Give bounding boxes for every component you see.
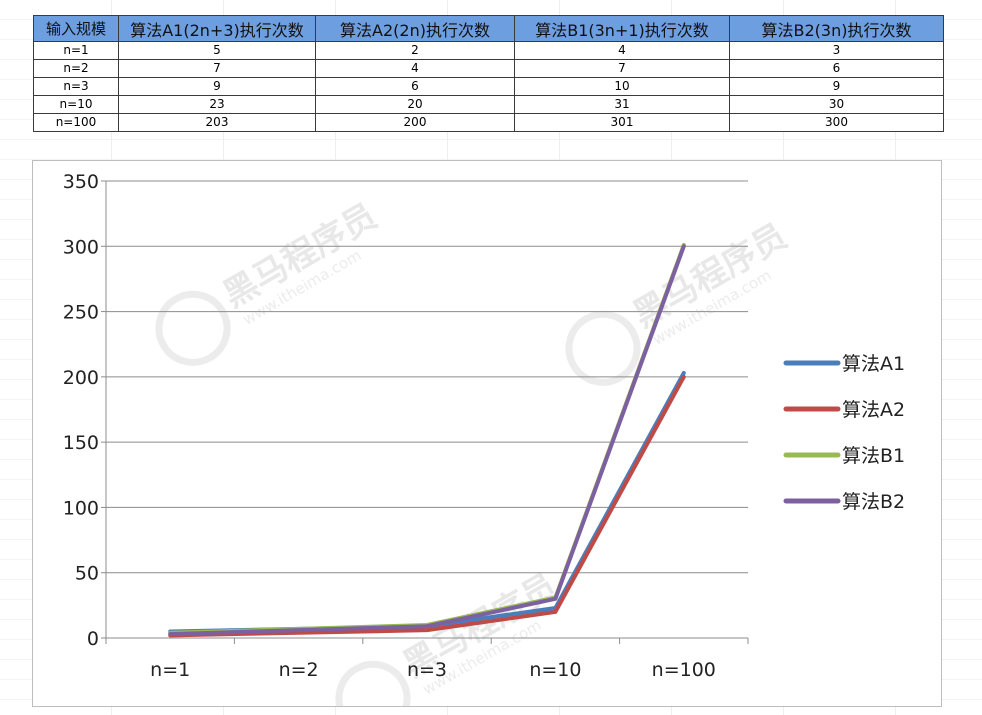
table-cell[interactable]: 9: [729, 77, 944, 96]
table-cell[interactable]: 4: [315, 59, 515, 78]
chart-grid: [106, 180, 748, 574]
table-cell[interactable]: 200: [315, 113, 515, 132]
x-tick-label: n=100: [652, 659, 716, 681]
y-tick-label: 100: [63, 497, 99, 519]
table-row: n=3 9 6 10 9: [33, 77, 944, 96]
watermark-logo: 黑马程序员 www.itheima.com: [335, 566, 564, 706]
data-table: 输入规模 算法A1(2n+3)执行次数 算法A2(2n)执行次数 算法B1(3n…: [33, 15, 944, 132]
table-cell[interactable]: n=10: [33, 95, 119, 114]
table-cell[interactable]: 5: [118, 41, 316, 60]
header-cell[interactable]: 算法A1(2n+3)执行次数: [118, 15, 316, 42]
table-row: n=100 203 200 301 300: [33, 113, 944, 132]
chart-series: [168, 242, 686, 638]
watermark-logo: 黑马程序员 www.itheima.com: [565, 216, 794, 386]
table-cell[interactable]: 7: [118, 59, 316, 78]
watermark-logo: 黑马程序员 www.itheima.com: [155, 196, 384, 366]
y-tick-label: 300: [63, 236, 99, 258]
table-cell[interactable]: n=100: [33, 113, 119, 132]
table-cell[interactable]: 6: [315, 77, 515, 96]
header-cell[interactable]: 算法B2(3n)执行次数: [729, 15, 944, 42]
y-tick-label: 250: [63, 302, 99, 324]
chart-legend: 算法A1 算法A2 算法B1 算法B2: [783, 353, 905, 513]
y-tick-label: 350: [63, 171, 99, 193]
header-cell[interactable]: 算法B1(3n+1)执行次数: [514, 15, 730, 42]
table-cell[interactable]: n=2: [33, 59, 119, 78]
table-cell[interactable]: 7: [514, 59, 730, 78]
table-row: n=2 7 4 7 6: [33, 59, 944, 78]
x-tick-label: n=2: [279, 659, 319, 681]
table-cell[interactable]: 20: [315, 95, 515, 114]
table-cell[interactable]: n=3: [33, 77, 119, 96]
line-chart: 黑马程序员 www.itheima.com 黑马程序员 www.itheima.…: [63, 171, 905, 706]
table-cell[interactable]: 203: [118, 113, 316, 132]
chart-area[interactable]: 黑马程序员 www.itheima.com 黑马程序员 www.itheima.…: [32, 160, 942, 707]
table-cell[interactable]: 3: [729, 41, 944, 60]
y-tick-label: 0: [87, 628, 99, 650]
table-cell[interactable]: 10: [514, 77, 730, 96]
table-cell[interactable]: 301: [514, 113, 730, 132]
table-row: n=10 23 20 31 30: [33, 95, 944, 114]
table-cell[interactable]: 9: [118, 77, 316, 96]
x-tick-label: n=3: [407, 659, 447, 681]
chart-axes: 0 50 100 150 200 250 300 350 n=1 n=2 n=3 n=10 n=100: [63, 171, 749, 681]
table-cell[interactable]: n=1: [33, 41, 119, 60]
table-cell[interactable]: 6: [729, 59, 944, 78]
legend-label: 算法B2: [842, 491, 905, 513]
x-tick-label: n=10: [529, 659, 581, 681]
series-line-2[interactable]: [168, 374, 686, 638]
header-cell[interactable]: 输入规模: [33, 15, 119, 42]
header-cell[interactable]: 算法A2(2n)执行次数: [315, 15, 515, 42]
table-cell[interactable]: 31: [514, 95, 730, 114]
y-tick-label: 200: [63, 367, 99, 389]
y-tick-label: 50: [75, 563, 99, 585]
table-cell[interactable]: 2: [315, 41, 515, 60]
table-cell[interactable]: 30: [729, 95, 944, 114]
table-cell[interactable]: 4: [514, 41, 730, 60]
y-tick-label: 150: [63, 432, 99, 454]
table-cell[interactable]: 300: [729, 113, 944, 132]
x-tick-label: n=1: [150, 659, 190, 681]
table-row: n=1 5 2 4 3: [33, 41, 944, 60]
series-line-4[interactable]: [168, 244, 686, 637]
legend-label: 算法A1: [842, 353, 905, 375]
table-header-row: 输入规模 算法A1(2n+3)执行次数 算法A2(2n)执行次数 算法B1(3n…: [33, 15, 944, 42]
series-line-1[interactable]: [168, 370, 686, 634]
table-cell[interactable]: 23: [118, 95, 316, 114]
legend-label: 算法B1: [842, 445, 905, 467]
legend-label: 算法A2: [842, 399, 905, 421]
